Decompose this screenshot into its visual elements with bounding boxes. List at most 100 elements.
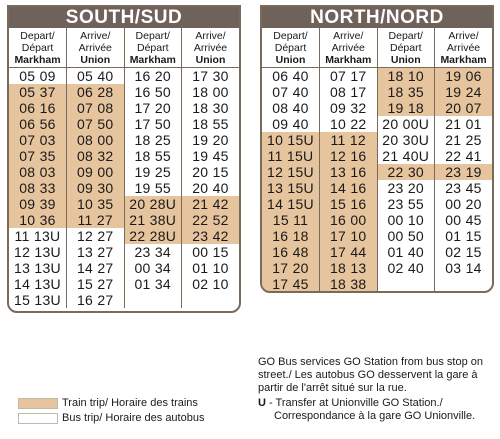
south-row: 12 13U 13 27 23 34 00 15	[9, 244, 239, 260]
north-row: 06 40 07 17 18 10 19 06	[262, 67, 492, 84]
north-time-cell: 21 40U	[377, 148, 435, 164]
north-time-cell: 10 22	[319, 116, 378, 132]
south-time-cell: 14 13U	[9, 276, 67, 292]
north-time-cell: 16 48	[262, 244, 320, 260]
south-time-cell: 08 32	[66, 148, 125, 164]
north-time-cell: 00 10	[377, 212, 435, 228]
north-row: 17 20 18 13 02 40 03 14	[262, 260, 492, 276]
north-time-cell: 22 30	[377, 164, 435, 180]
north-time-cell: 23 55	[377, 196, 435, 212]
north-time-cell: 15 16	[319, 196, 378, 212]
south-time-cell	[182, 292, 240, 308]
legend-train-label: Train trip/ Horaire des trains	[62, 397, 198, 409]
south-time-cell: 19 25	[124, 164, 182, 180]
south-row: 05 09 05 40 16 20 17 30	[9, 67, 239, 84]
north-time-cell: 09 40	[262, 116, 320, 132]
north-time-cell: 02 40	[377, 260, 435, 276]
south-time-cell: 18 25	[124, 132, 182, 148]
south-time-cell: 10 36	[9, 212, 67, 228]
south-row: 06 16 07 08 17 20 18 30	[9, 100, 239, 116]
south-time-cell: 19 55	[124, 180, 182, 196]
north-time-cell: 20 07	[434, 100, 492, 116]
south-row: 08 03 09 00 19 25 20 15	[9, 164, 239, 180]
north-time-cell: 11 12	[319, 132, 378, 148]
north-row: 10 15U 11 12 20 30U 21 25	[262, 132, 492, 148]
north-title: NORTH/NORD	[262, 7, 492, 28]
south-time-cell: 13 27	[66, 244, 125, 260]
transfer-text-fr: Correspondance à la gare GO Unionville.	[274, 410, 476, 422]
south-row: 07 35 08 32 18 55 19 45	[9, 148, 239, 164]
north-time-cell: 16 00	[319, 212, 378, 228]
north-time-cell: 20 00U	[377, 116, 435, 132]
south-rows: 05 09 05 40 16 20 17 30 05 37 06 28 16 50 18 00…	[9, 67, 240, 308]
north-time-cell	[377, 276, 435, 291]
south-time-cell: 23 42	[181, 228, 239, 244]
north-time-cell: 14 15U	[262, 196, 320, 212]
south-time-cell: 12 27	[66, 228, 125, 244]
north-col-header: Arrive/Arrivée Markham	[434, 28, 492, 68]
south-time-cell: 07 50	[66, 116, 125, 132]
south-time-cell: 05 37	[9, 84, 67, 100]
north-time-cell: 17 44	[319, 244, 378, 260]
south-time-cell: 18 55	[192, 116, 229, 132]
south-time-cell: 07 03	[9, 132, 67, 148]
north-time-cell: 17 20	[262, 260, 320, 276]
north-time-cell: 15 11	[262, 212, 320, 228]
legend-train: Train trip/ Horaire des trains	[18, 397, 198, 409]
north-time-cell: 19 06	[434, 67, 492, 84]
north-time-cell: 08 40	[262, 100, 320, 116]
north-time-cell: 07 40	[262, 84, 320, 100]
north-rows: 06 40 07 17 18 10 19 06 07 40 08 17 18 35 19 24…	[262, 67, 493, 291]
north-time-cell: 03 14	[445, 260, 482, 276]
south-time-cell: 08 03	[9, 164, 67, 180]
south-time-cell: 08 00	[66, 132, 125, 148]
north-time-cell: 13 16	[319, 164, 378, 180]
south-time-cell: 21 42	[181, 196, 239, 212]
south-col-header: Depart/Départ Markham	[124, 28, 182, 68]
north-time-cell: 23 19	[434, 164, 492, 180]
south-time-cell: 18 30	[192, 100, 229, 116]
south-row: 14 13U 15 27 01 34 02 10	[9, 276, 239, 292]
south-header-row: Depart/Départ Markham Arrive/Arrivée Union…	[9, 28, 239, 68]
north-time-cell: 12 15U	[262, 164, 320, 180]
south-time-cell: 22 28U	[124, 228, 182, 244]
south-time-cell: 17 50	[124, 116, 182, 132]
north-time-cell: 22 41	[445, 148, 482, 164]
north-header-row: Depart/Départ Union Arrive/Arrivée Markham…	[262, 28, 492, 68]
train-swatch	[18, 397, 58, 409]
north-row: 14 15U 15 16 23 55 00 20	[262, 196, 492, 212]
south-time-cell: 16 50	[124, 84, 182, 100]
north-time-cell: 01 15	[445, 228, 482, 244]
north-col-header: Depart/Départ Union	[262, 28, 320, 68]
south-time-cell: 00 15	[192, 244, 229, 260]
south-time-cell: 20 15	[192, 164, 229, 180]
south-row: 08 33 09 30 19 55 20 40	[9, 180, 239, 196]
legend-bus-label: Bus trip/ Horaire des autobus	[62, 412, 205, 424]
south-time-cell: 01 34	[124, 276, 182, 292]
north-time-cell: 00 50	[377, 228, 435, 244]
north-time-cell: 21 01	[445, 116, 482, 132]
south-time-cell: 18 00	[192, 84, 229, 100]
south-table: Depart/Départ Markham Arrive/Arrivée Union…	[9, 28, 239, 308]
north-time-cell: 21 25	[445, 132, 482, 148]
south-time-cell: 17 30	[192, 68, 229, 84]
north-time-cell: 06 40	[262, 67, 320, 84]
south-time-cell: 14 27	[66, 260, 125, 276]
north-row: 13 15U 14 16 23 20 23 45	[262, 180, 492, 196]
legend-bus: Bus trip/ Horaire des autobus	[18, 412, 204, 424]
north-time-cell: 00 20	[445, 196, 482, 212]
transfer-sep: -	[265, 397, 276, 409]
south-col-header: Arrive/Arrivée Union	[66, 28, 125, 68]
south-row: 07 03 08 00 18 25 19 20	[9, 132, 239, 148]
south-time-cell: 09 39	[9, 196, 67, 212]
north-row: 09 40 10 22 20 00U 21 01	[262, 116, 492, 132]
north-time-cell: 02 15	[445, 244, 482, 260]
south-time-cell: 13 13U	[9, 260, 67, 276]
south-row: 05 37 06 28 16 50 18 00	[9, 84, 239, 100]
south-timetable: SOUTH/SUD Depart/Départ Markham Arrive/Ar…	[7, 5, 241, 313]
south-row: 11 13U 12 27 22 28U 23 42	[9, 228, 239, 244]
north-time-cell	[435, 276, 493, 291]
north-time-cell: 23 20	[377, 180, 435, 196]
south-time-cell: 01 10	[192, 260, 229, 276]
south-time-cell: 16 20	[124, 67, 182, 84]
